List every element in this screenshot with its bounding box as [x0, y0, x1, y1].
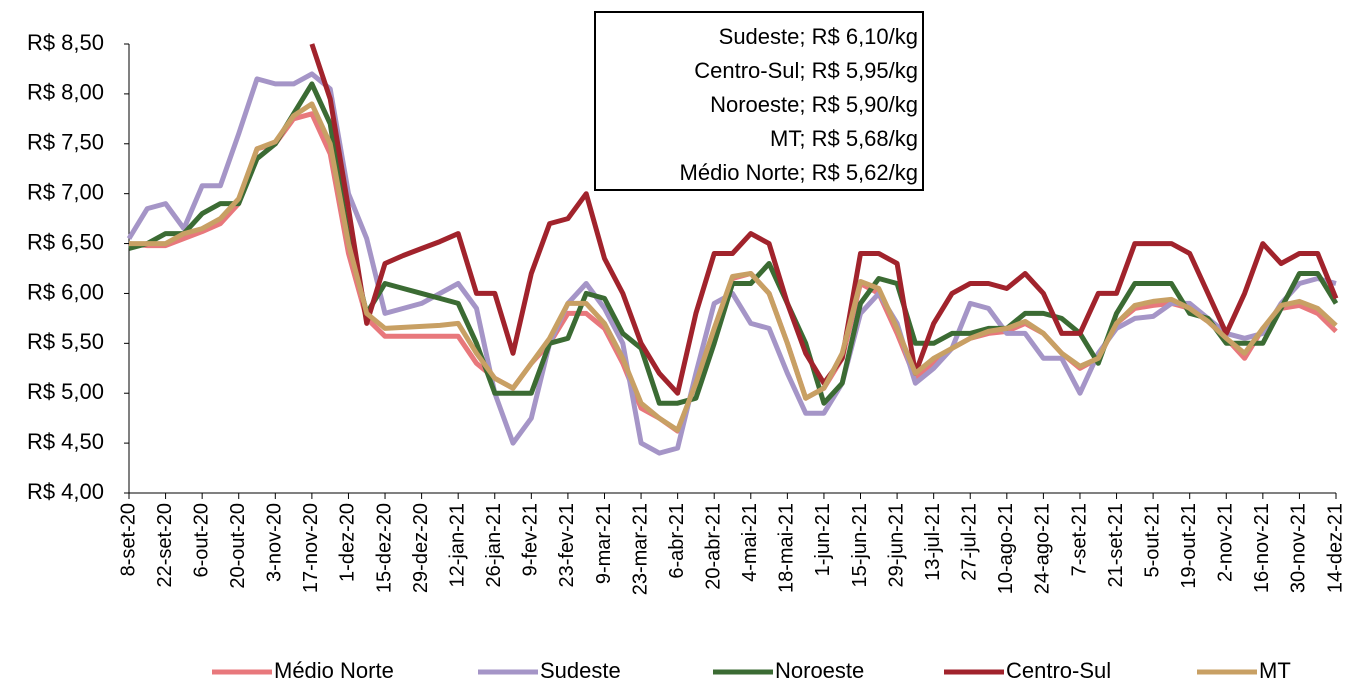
x-tick-label: 19-out-21 [1178, 503, 1200, 589]
x-tick-label: 23-fev-21 [556, 503, 578, 588]
x-tick-label: 26-jan-21 [483, 503, 505, 588]
x-tick-label: 2-nov-21 [1215, 503, 1237, 582]
annotation: MT; R$ 5,68/kg [770, 126, 918, 151]
x-tick-label: 12-jan-21 [446, 503, 468, 588]
plot-area [126, 43, 1339, 456]
y-tick-label: R$ 6,50 [27, 229, 104, 254]
x-tick-label: 29-jun-21 [885, 503, 907, 588]
x-tick-label: 7-set-21 [1068, 503, 1090, 576]
x-tick-label: 10-ago-21 [995, 503, 1017, 594]
x-tick-label: 27-jul-21 [959, 503, 981, 581]
series-line [129, 101, 1338, 433]
y-tick-label: R$ 5,00 [27, 379, 104, 404]
legend-label: Sudeste [540, 658, 621, 683]
y-tick-label: R$ 7,00 [27, 179, 104, 204]
x-tick-label: 3-nov-20 [264, 503, 286, 582]
x-tick-label: 16-nov-21 [1251, 503, 1273, 593]
y-tick-label: R$ 8,50 [27, 30, 104, 55]
x-tick-label: 1-dez-20 [337, 503, 359, 582]
x-tick-label: 15-jun-21 [849, 503, 871, 588]
x-tick-label: 20-abr-21 [702, 503, 724, 590]
x-tick-label: 22-set-20 [154, 503, 176, 588]
x-tick-label: 5-out-21 [1141, 503, 1163, 578]
x-tick-label: 20-out-20 [227, 503, 249, 589]
y-tick-label: R$ 6,00 [27, 279, 104, 304]
x-tick-label: 8-set-20 [117, 503, 139, 576]
annotation: Sudeste; R$ 6,10/kg [719, 24, 918, 49]
x-tick-label: 13-jul-21 [922, 503, 944, 581]
x-tick-label: 30-nov-21 [1288, 503, 1310, 593]
x-tick-label: 9-mar-21 [593, 503, 615, 584]
x-tick-label: 14-dez-21 [1324, 503, 1346, 593]
annotation: Médio Norte; R$ 5,62/kg [680, 160, 918, 185]
annotation: Centro-Sul; R$ 5,95/kg [694, 58, 918, 83]
y-tick-label: R$ 4,00 [27, 479, 104, 504]
x-tick-label: 24-ago-21 [1032, 503, 1054, 594]
legend-label: Centro-Sul [1006, 658, 1111, 683]
x-tick-label: 6-abr-21 [666, 503, 688, 579]
series-line [126, 71, 1337, 456]
x-tick-label: 29-dez-20 [410, 503, 432, 593]
x-tick-label: 1-jun-21 [812, 503, 834, 576]
annotation-box [594, 11, 924, 191]
legend-label: Noroeste [775, 658, 864, 683]
y-tick-label: R$ 7,50 [27, 130, 104, 155]
x-tick-label: 15-dez-20 [373, 503, 395, 593]
x-tick-label: 9-fev-21 [520, 503, 542, 576]
x-tick-label: 17-nov-20 [300, 503, 322, 593]
x-tick-label: 18-mai-21 [776, 503, 798, 593]
annotation: Noroeste; R$ 5,90/kg [710, 92, 918, 117]
x-tick-label: 23-mar-21 [629, 503, 651, 595]
y-tick-label: R$ 5,50 [27, 329, 104, 354]
legend-label: Médio Norte [274, 658, 394, 683]
x-tick-label: 21-set-21 [1105, 503, 1127, 588]
legend-label: MT [1259, 658, 1291, 683]
y-tick-label: R$ 4,50 [27, 429, 104, 454]
x-tick-label: 4-mai-21 [739, 503, 761, 582]
y-tick-label: R$ 8,00 [27, 80, 104, 105]
x-tick-label: 6-out-20 [190, 503, 212, 578]
